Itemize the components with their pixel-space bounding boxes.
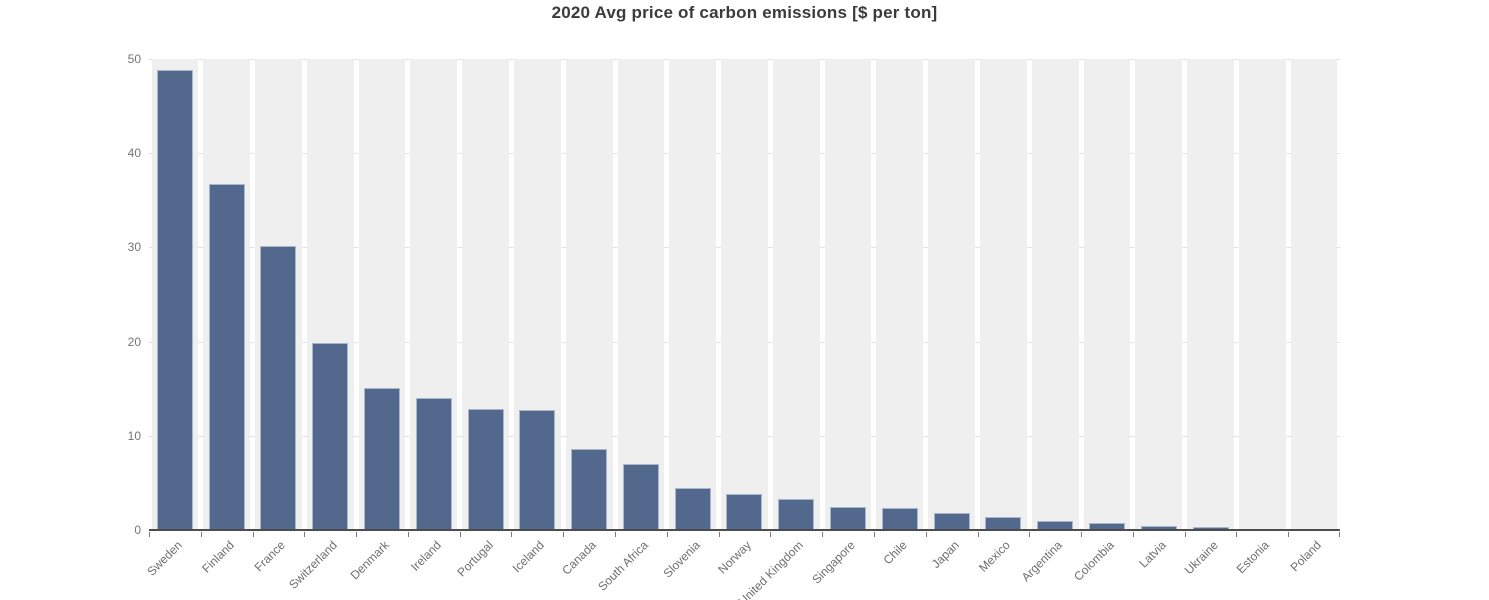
slot-norway: Norway	[716, 59, 771, 577]
bar-iceland	[519, 410, 556, 530]
category-band	[928, 59, 975, 530]
slot-portugal: Portugal	[454, 59, 512, 580]
category-band	[980, 59, 1027, 530]
y-tick-label-20: 20	[127, 334, 141, 349]
axis-tick	[615, 532, 617, 537]
bar-sweden	[156, 70, 193, 530]
axis-tick	[407, 532, 409, 537]
x-axis-line	[149, 529, 1340, 531]
category-band	[617, 59, 665, 530]
bar-france	[260, 246, 297, 530]
axis-ticks	[149, 59, 1340, 537]
axis-tick	[200, 532, 202, 537]
bar-singapore	[830, 507, 867, 530]
category-band	[1290, 59, 1338, 530]
y-axis-labels: 0 10 20 30 40 50	[0, 52, 141, 537]
slot-ukraine: Ukraine	[1181, 59, 1237, 577]
bar-finland	[208, 184, 245, 530]
axis-tick	[1081, 532, 1083, 537]
plot-area: Sweden Finland France Switzerland Denmark Ire…	[144, 59, 1340, 600]
bar-slovenia	[674, 487, 711, 530]
axis-tick	[1288, 532, 1290, 537]
slot-canada: Canada	[559, 59, 615, 578]
slot-ireland: Ireland	[408, 59, 460, 574]
category-band	[1083, 59, 1131, 530]
axis-tick	[666, 532, 668, 537]
category-band	[721, 59, 768, 530]
category-band	[1238, 59, 1286, 530]
y-tick-label-40: 40	[127, 146, 141, 161]
axis-tick	[1339, 532, 1340, 537]
bar-ukraine	[1192, 527, 1229, 530]
slot-singapore: Singapore	[809, 59, 874, 587]
bar-portugal	[467, 409, 504, 530]
bar-south-africa	[622, 464, 659, 530]
axis-tick	[1132, 532, 1134, 537]
category-band	[876, 59, 924, 530]
slot-iceland: Iceland	[510, 59, 563, 575]
axis-tick	[252, 532, 254, 537]
axis-tick	[1029, 532, 1031, 537]
chart-title: 2020 Avg price of carbon emissions [$ pe…	[551, 3, 938, 22]
slot-argentina: Argentina	[1019, 59, 1081, 584]
x-label-sweden: Sweden	[144, 538, 185, 579]
y-tick-label-30: 30	[127, 240, 141, 255]
slot-finland: Finland	[199, 59, 253, 576]
category-band	[824, 59, 872, 530]
slot-japan: Japan	[926, 59, 978, 571]
slot-switzerland: Switzerland	[286, 59, 356, 592]
bar-latvia	[1140, 526, 1177, 530]
slot-sweden: Sweden	[144, 59, 201, 579]
bar-switzerland	[312, 343, 349, 530]
slot-south-africa: South Africa	[595, 59, 667, 594]
category-band	[1187, 59, 1234, 530]
category-band	[1135, 59, 1183, 530]
bar-japan	[933, 513, 970, 530]
bar-norway	[726, 494, 763, 530]
axis-tick	[977, 532, 979, 537]
bar-colombia	[1088, 523, 1125, 530]
slot-mexico: Mexico	[977, 59, 1030, 575]
axis-tick	[873, 532, 875, 537]
slot-slovenia: Slovenia	[660, 59, 719, 580]
bar-argentina	[1037, 520, 1074, 530]
y-tick-label-0: 0	[134, 523, 141, 537]
slot-chile: Chile	[874, 59, 926, 567]
category-band	[1031, 59, 1079, 530]
bar-ireland	[415, 398, 452, 530]
y-tick-label-50: 50	[127, 52, 141, 66]
axis-tick	[770, 532, 772, 537]
y-tick-label-10: 10	[127, 428, 141, 443]
axis-tick	[459, 532, 461, 537]
category-band	[772, 59, 820, 530]
bar-mexico	[985, 516, 1022, 530]
axis-tick	[822, 532, 824, 537]
axis-tick	[511, 532, 513, 537]
slot-poland: Poland	[1288, 59, 1340, 574]
slot-latvia: Latvia	[1133, 59, 1185, 571]
axis-tick	[304, 532, 306, 537]
axis-tick	[563, 532, 565, 537]
axis-tick	[1184, 532, 1186, 537]
bar-slots: Sweden Finland France Switzerland Denmark Ire…	[144, 59, 1340, 600]
bar-denmark	[364, 387, 401, 530]
bar-united-kingdom	[778, 498, 815, 530]
slot-denmark: Denmark	[348, 59, 408, 582]
slot-france: France	[252, 59, 305, 574]
axis-tick	[925, 532, 927, 537]
slot-united-kingdom: United Kingdom	[736, 59, 822, 600]
bar-chile	[881, 508, 918, 530]
axis-tick	[1236, 532, 1238, 537]
bar-canada	[571, 449, 608, 530]
category-band	[669, 59, 717, 530]
axis-tick	[718, 532, 720, 537]
axis-tick	[149, 532, 150, 537]
slot-estonia: Estonia	[1234, 59, 1288, 576]
axis-tick	[356, 532, 358, 537]
slot-colombia: Colombia	[1071, 59, 1133, 584]
